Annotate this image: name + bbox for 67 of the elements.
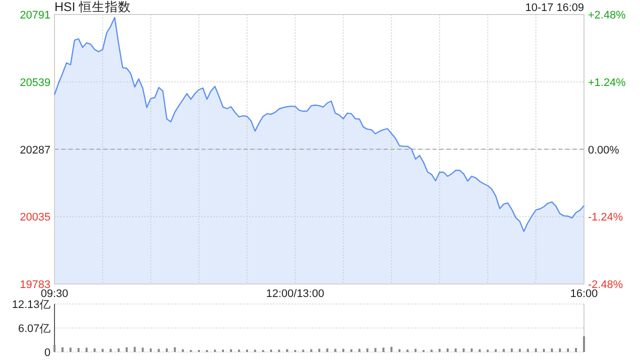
bar xyxy=(142,348,144,352)
y-tick-label: 12.13亿 xyxy=(12,299,50,311)
y-tick-label: 20791 xyxy=(20,10,50,22)
bar xyxy=(390,346,392,352)
y2-tick-label: -2.48% xyxy=(588,279,624,291)
bar xyxy=(350,349,352,352)
bar xyxy=(462,348,465,352)
bar xyxy=(86,348,88,352)
y2-tick-label: -1.24% xyxy=(588,212,624,224)
bar xyxy=(166,348,168,352)
x-tick-label: 09:30 xyxy=(40,288,68,300)
bar xyxy=(542,348,545,352)
bar xyxy=(230,349,232,352)
bar xyxy=(78,348,80,352)
y2-tick-label: +2.48% xyxy=(588,10,626,22)
y-tick-label: 0 xyxy=(44,347,50,359)
bar xyxy=(326,348,328,352)
bar xyxy=(583,336,585,352)
bar xyxy=(358,348,360,352)
bar xyxy=(446,348,449,352)
bar xyxy=(382,348,384,352)
bar xyxy=(182,349,184,352)
bar xyxy=(342,348,344,352)
y-tick-label: 19783 xyxy=(20,279,50,291)
bar xyxy=(478,349,481,352)
bar xyxy=(110,348,112,352)
y2-tick-label: +1.24% xyxy=(588,76,626,89)
x-tick-label: 16:00 xyxy=(570,288,598,300)
bar xyxy=(414,348,417,352)
bar xyxy=(70,348,72,352)
y-tick-label: 20287 xyxy=(20,144,50,156)
bar xyxy=(102,348,104,352)
bar xyxy=(54,344,56,352)
x-tick-label: 12:00/13:00 xyxy=(266,288,324,300)
bar xyxy=(310,349,312,352)
bar xyxy=(366,348,368,352)
bar xyxy=(318,348,320,352)
bar xyxy=(174,347,176,352)
bar xyxy=(158,348,160,352)
bar xyxy=(334,348,336,352)
bar xyxy=(526,348,529,352)
y2-tick-label: 0.00% xyxy=(588,144,620,156)
y-tick-label: 20035 xyxy=(20,212,50,224)
text: 10-17 16:09 xyxy=(525,2,584,14)
bar xyxy=(574,348,577,352)
bar xyxy=(286,349,288,352)
y-tick-label: 6.07亿 xyxy=(18,322,50,335)
bar xyxy=(534,348,537,352)
bar xyxy=(438,348,441,352)
bar xyxy=(502,348,505,352)
bar xyxy=(94,348,96,352)
bar xyxy=(150,348,152,352)
bar xyxy=(470,348,473,352)
bar xyxy=(550,348,553,352)
bar xyxy=(118,348,120,352)
bar xyxy=(566,348,569,352)
bar xyxy=(494,349,497,352)
bar xyxy=(518,348,521,352)
bar xyxy=(374,348,376,352)
bar xyxy=(126,347,128,352)
bar xyxy=(558,348,561,352)
bar xyxy=(398,349,400,352)
bar xyxy=(454,348,457,352)
y-tick-label: 20539 xyxy=(20,76,50,89)
chart-title: HSI 恒生指数 xyxy=(54,0,131,14)
bar xyxy=(62,347,64,352)
bar xyxy=(134,346,136,352)
